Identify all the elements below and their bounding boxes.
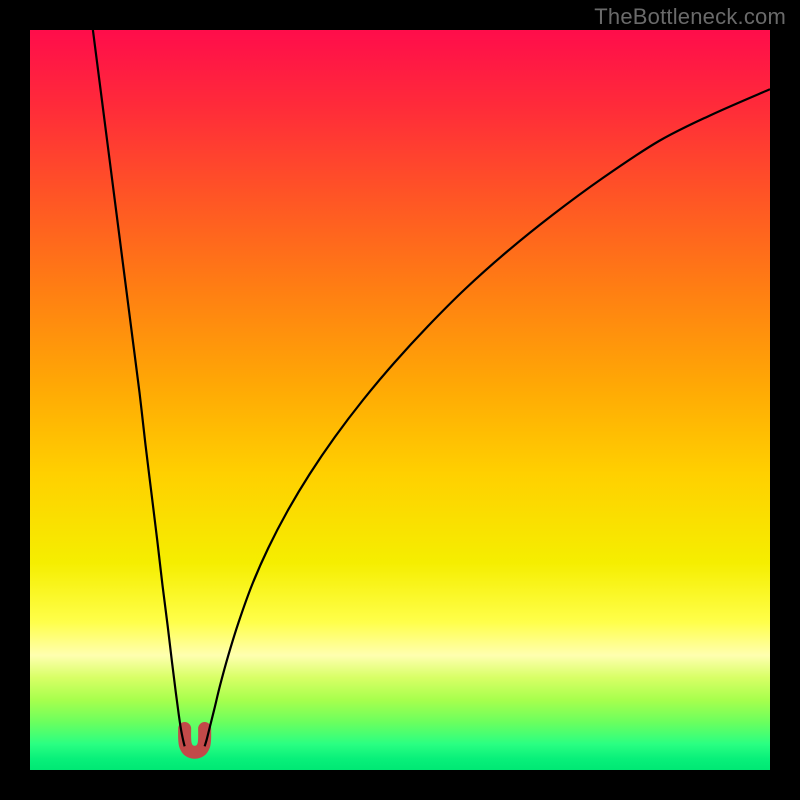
chart-stage: TheBottleneck.com bbox=[0, 0, 800, 800]
chart-svg bbox=[0, 0, 800, 800]
watermark-label: TheBottleneck.com bbox=[594, 4, 786, 30]
